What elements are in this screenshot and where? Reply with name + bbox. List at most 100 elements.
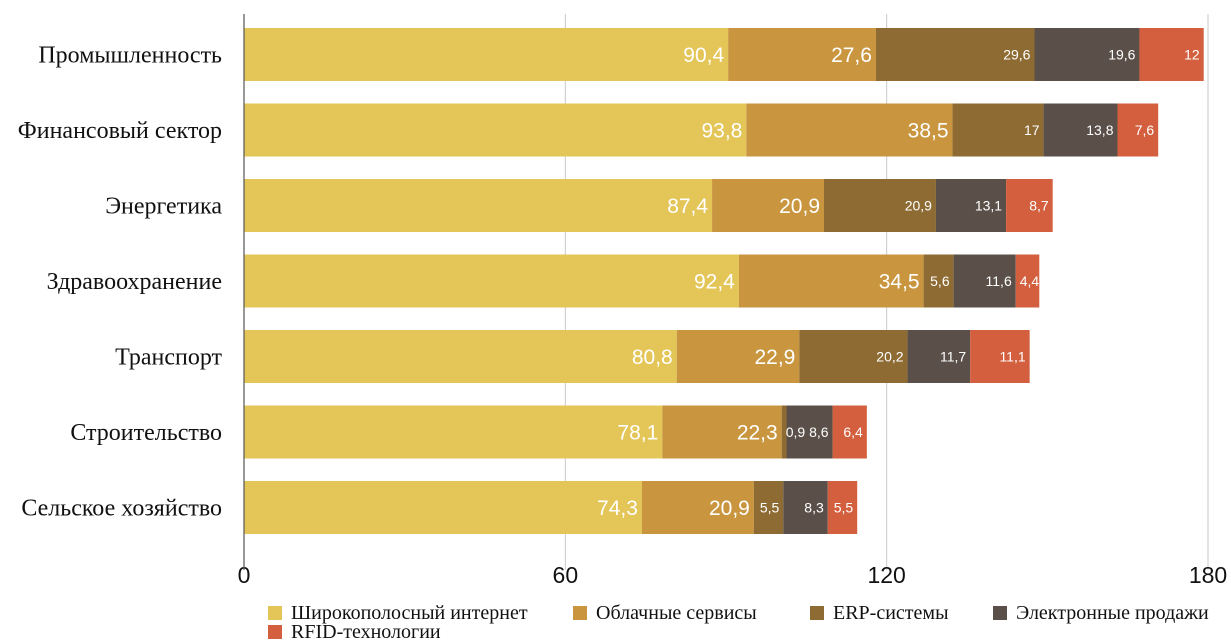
bar-row: Финансовый сектор 93,8 38,5 17 13,8 7,6 bbox=[18, 103, 1159, 157]
bar-row: Строительство 78,1 22,3 0,9 8,6 6,4 bbox=[70, 405, 867, 459]
bar-segment-rfid bbox=[1117, 103, 1159, 157]
bar-segment-ecommerce bbox=[1034, 28, 1140, 81]
data-label: 93,8 bbox=[701, 120, 742, 143]
data-label: 27,6 bbox=[831, 44, 872, 67]
legend-label: RFID-технологии bbox=[291, 621, 441, 642]
bar-row: Энергетика 87,4 20,9 20,9 13,1 8,7 bbox=[105, 179, 1053, 232]
bar-segment-broadband bbox=[244, 103, 747, 157]
data-label: 0,9 bbox=[786, 424, 806, 440]
legend-swatch bbox=[268, 606, 282, 620]
bar-segment-broadband bbox=[244, 28, 729, 81]
data-label: 4,4 bbox=[1020, 273, 1040, 289]
legend-item-rfid: RFID-технологии bbox=[268, 621, 441, 642]
bar-segment-ecommerce bbox=[953, 254, 1016, 308]
bar-segment-cloud bbox=[676, 330, 800, 383]
x-axis-ticks: 0 60 120 180 bbox=[238, 562, 1228, 588]
data-label: 20,9 bbox=[905, 198, 932, 214]
legend: Широкополосный интернет Облачные сервисы E… bbox=[268, 602, 1209, 642]
legend-label: ERP-системы bbox=[833, 602, 949, 624]
data-label: 20,9 bbox=[779, 195, 820, 218]
data-label: 13,8 bbox=[1086, 122, 1113, 138]
bar-segment-erp bbox=[781, 405, 787, 459]
bar-row: Промышленность 90,4 27,6 29,6 19,6 12 bbox=[38, 28, 1204, 81]
bar-row: Здравоохранение 92,4 34,5 5,6 11,6 4,4 bbox=[47, 254, 1040, 308]
data-label: 80,8 bbox=[632, 346, 673, 369]
data-label: 6,4 bbox=[843, 424, 863, 440]
data-label: 22,9 bbox=[754, 346, 795, 369]
data-label: 5,6 bbox=[930, 273, 950, 289]
category-label: Финансовый сектор bbox=[18, 118, 222, 144]
data-label: 8,6 bbox=[809, 424, 829, 440]
bar-segment-cloud bbox=[641, 481, 754, 534]
bar-segment-cloud bbox=[728, 28, 876, 81]
data-label: 22,3 bbox=[737, 422, 778, 445]
data-label: 74,3 bbox=[597, 497, 638, 520]
legend-item-cloud: Облачные сервисы bbox=[573, 602, 757, 624]
bar-segment-rfid bbox=[1015, 254, 1040, 308]
bar-segment-erp bbox=[952, 103, 1044, 157]
x-tick-label: 180 bbox=[1189, 562, 1227, 588]
x-tick-label: 60 bbox=[553, 562, 579, 588]
bar-segment-ecommerce bbox=[786, 405, 833, 459]
bar-segment-erp bbox=[875, 28, 1035, 81]
data-label: 13,1 bbox=[975, 198, 1002, 214]
bar-segment-broadband bbox=[244, 330, 677, 383]
x-tick-label: 0 bbox=[238, 562, 251, 588]
bar-segment-erp bbox=[923, 254, 954, 308]
data-label: 12 bbox=[1184, 47, 1200, 63]
bar-segment-ecommerce bbox=[1043, 103, 1118, 157]
bar-segment-ecommerce bbox=[907, 330, 971, 383]
legend-item-ecommerce: Электронные продажи bbox=[993, 602, 1209, 624]
data-label: 5,5 bbox=[834, 500, 854, 516]
legend-label: Облачные сервисы bbox=[596, 602, 757, 624]
data-label: 29,6 bbox=[1003, 47, 1030, 63]
x-tick-label: 120 bbox=[867, 562, 905, 588]
bar-segment-rfid bbox=[827, 481, 858, 534]
data-label: 11,7 bbox=[940, 349, 966, 365]
legend-swatch bbox=[993, 606, 1007, 620]
data-label: 92,4 bbox=[694, 271, 735, 294]
bar-segment-erp bbox=[824, 179, 936, 232]
data-label: 34,5 bbox=[879, 271, 920, 294]
bar-segment-broadband bbox=[244, 254, 739, 308]
bar-segment-rfid bbox=[1139, 28, 1204, 81]
bar-row: Транспорт 80,8 22,9 20,2 11,7 11,1 bbox=[115, 330, 1030, 383]
bar-segment-rfid bbox=[970, 330, 1030, 383]
bar-segment-rfid bbox=[1006, 179, 1053, 232]
bar-segment-ecommerce bbox=[783, 481, 828, 534]
category-label: Строительство bbox=[70, 420, 222, 446]
data-label: 5,5 bbox=[760, 500, 780, 516]
data-label: 17 bbox=[1024, 122, 1040, 138]
legend-swatch bbox=[268, 625, 282, 639]
bar-segment-broadband bbox=[244, 481, 642, 534]
bars: Промышленность 90,4 27,6 29,6 19,6 12 Финансов… bbox=[18, 28, 1204, 534]
data-label: 20,9 bbox=[709, 497, 750, 520]
bar-row: Сельское хозяйство 74,3 20,9 5,5 8,3 5,5 bbox=[21, 481, 858, 534]
bar-segment-erp bbox=[799, 330, 908, 383]
bar-segment-cloud bbox=[662, 405, 782, 459]
data-label: 78,1 bbox=[617, 422, 658, 445]
bar-segment-erp bbox=[753, 481, 784, 534]
legend-item-broadband: Широкополосный интернет bbox=[268, 602, 528, 624]
legend-label: Широкополосный интернет bbox=[291, 602, 528, 624]
legend-label: Электронные продажи bbox=[1016, 602, 1209, 624]
legend-swatch bbox=[573, 606, 587, 620]
legend-item-erp: ERP-системы bbox=[810, 602, 949, 624]
bar-segment-rfid bbox=[832, 405, 867, 459]
data-label: 20,2 bbox=[876, 349, 903, 365]
data-label: 11,1 bbox=[999, 349, 1025, 365]
data-label: 8,3 bbox=[804, 500, 824, 516]
category-label: Транспорт bbox=[115, 345, 222, 371]
category-label: Энергетика bbox=[105, 194, 222, 220]
category-label: Здравоохранение bbox=[47, 269, 222, 295]
category-label: Промышленность bbox=[38, 43, 222, 69]
data-label: 11,6 bbox=[986, 273, 1012, 289]
data-label: 7,6 bbox=[1135, 122, 1155, 138]
legend-swatch bbox=[810, 606, 824, 620]
data-label: 19,6 bbox=[1108, 47, 1135, 63]
bar-segment-cloud bbox=[712, 179, 825, 232]
data-label: 90,4 bbox=[683, 44, 724, 67]
data-label: 87,4 bbox=[667, 195, 708, 218]
bar-segment-broadband bbox=[244, 405, 663, 459]
